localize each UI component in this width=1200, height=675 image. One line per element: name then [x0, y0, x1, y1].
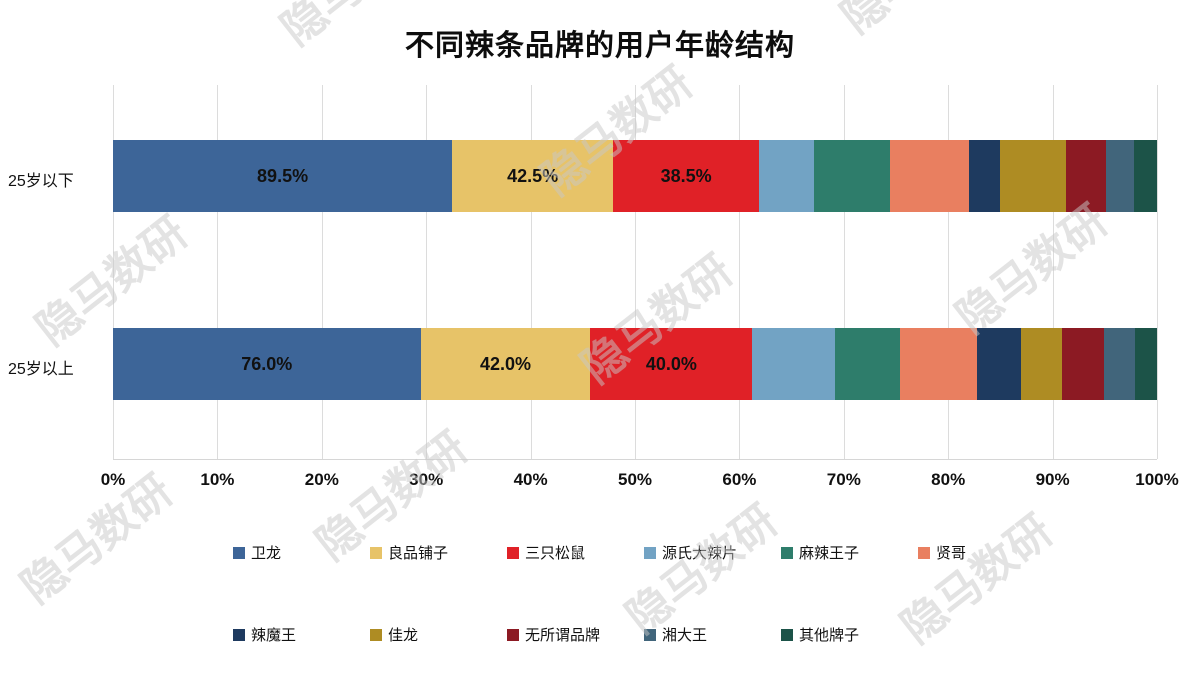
legend-item: 辣魔王 — [233, 624, 370, 645]
data-label: 42.5% — [507, 165, 559, 186]
x-tick-label: 70% — [826, 470, 861, 489]
bar-segment: 76.0% — [113, 328, 421, 400]
x-tick-label: 50% — [617, 470, 653, 489]
legend-label: 良品铺子 — [388, 545, 449, 562]
bar-segment — [759, 140, 815, 212]
legend-swatch — [370, 628, 382, 641]
chart-title: 不同辣条品牌的用户年龄结构 — [404, 30, 795, 62]
bar-segment — [1134, 140, 1157, 212]
x-tick-label: 90% — [1035, 470, 1070, 489]
legend-label: 三只松鼠 — [525, 545, 586, 562]
bar-segment — [1104, 328, 1135, 400]
x-tick-label: 30% — [409, 470, 444, 489]
legend-item: 良品铺子 — [370, 542, 507, 563]
legend-item: 无所谓品牌 — [507, 624, 644, 645]
gridline — [635, 85, 636, 459]
bar-segment — [900, 328, 977, 400]
gridline — [739, 85, 741, 459]
legend-label: 卫龙 — [251, 545, 282, 562]
x-tick-label: 80% — [931, 470, 966, 489]
bar-segment: 40.0% — [590, 328, 753, 400]
x-tick-label: 0% — [100, 470, 126, 489]
legend-item: 湘大王 — [644, 624, 781, 645]
legend-item: 卫龙 — [233, 542, 370, 563]
data-label: 40.0% — [645, 353, 697, 374]
legend-item: 三只松鼠 — [507, 542, 644, 563]
bar-segment — [1134, 328, 1157, 400]
data-label: 89.5% — [257, 165, 309, 186]
gridline — [1052, 85, 1054, 459]
bar-over-25: 76.0% 42.0% 40.0% — [113, 328, 1157, 400]
x-tick-label: 60% — [722, 470, 757, 489]
bar-segment — [1066, 140, 1106, 212]
gridline — [843, 85, 845, 459]
bar-segment: 38.5% — [613, 140, 760, 212]
x-axis: 0% 10% 20% 30% 40% 50% 60% 70% 80% 90% 100% — [101, 470, 1179, 496]
gridline — [1157, 85, 1158, 459]
legend-row-1: 卫龙 良品铺子 三只松鼠 源氏大辣片 麻辣王子 贤哥 — [233, 542, 1055, 563]
legend-swatch — [233, 628, 245, 641]
bar-segment: 42.5% — [452, 140, 614, 212]
category-label-over-25: 25岁以上 — [8, 361, 74, 378]
bar-segment — [1021, 328, 1062, 400]
legend-item: 源氏大辣片 — [644, 542, 781, 563]
legend-item: 贤哥 — [918, 542, 1055, 563]
legend-label: 源氏大辣片 — [662, 545, 738, 562]
legend-label: 其他牌子 — [799, 627, 860, 644]
data-label: 42.0% — [479, 353, 532, 374]
legend-swatch — [507, 546, 519, 559]
legend-swatch — [918, 546, 930, 559]
bar-under-25: 89.5% 42.5% 38.5% — [113, 140, 1157, 212]
legend-item: 佳龙 — [370, 624, 507, 645]
gridline — [426, 85, 428, 459]
gridline — [217, 85, 219, 459]
legend-swatch — [233, 546, 245, 559]
x-tick-label: 40% — [513, 470, 548, 489]
x-tick-label: 10% — [200, 470, 235, 489]
watermark: 隐马数研 — [617, 495, 787, 643]
legend-label: 麻辣王子 — [799, 545, 860, 562]
bar-segment — [1061, 328, 1105, 400]
legend-item: 其他牌子 — [781, 624, 918, 645]
bar-segment — [999, 140, 1067, 212]
legend-swatch — [781, 628, 793, 641]
legend-label: 贤哥 — [936, 545, 967, 562]
bar-segment — [976, 328, 1022, 400]
gridlines — [113, 85, 1158, 459]
legend-label: 无所谓品牌 — [525, 627, 601, 644]
bar-segment — [889, 140, 970, 212]
data-label: 38.5% — [660, 165, 712, 186]
legend-item: 麻辣王子 — [781, 542, 918, 563]
legend-label: 辣魔王 — [251, 627, 297, 644]
plot-area: 89.5% 42.5% 38.5% 76.0% 42.0% 40.0% — [113, 85, 1158, 460]
bar-segment — [969, 140, 1000, 212]
legend-swatch — [370, 546, 382, 559]
legend-label: 佳龙 — [388, 627, 419, 644]
category-label-under-25: 25岁以下 — [8, 173, 74, 190]
legend-label: 湘大王 — [662, 627, 708, 644]
legend-swatch — [507, 628, 519, 641]
data-label: 76.0% — [241, 353, 293, 374]
legend-swatch — [644, 628, 656, 641]
gridline — [948, 85, 950, 459]
bar-segment: 89.5% — [113, 140, 453, 212]
bar-segment: 42.0% — [420, 328, 591, 400]
legend-swatch — [781, 546, 793, 559]
gridline — [530, 85, 532, 459]
bar-segment — [814, 140, 890, 212]
gridline — [113, 85, 114, 459]
x-tick-label: 100% — [1135, 470, 1179, 489]
legend-row-2: 辣魔王 佳龙 无所谓品牌 湘大王 其他牌子 — [233, 624, 918, 645]
gridline — [321, 85, 323, 459]
bar-segment — [835, 328, 901, 400]
legend-swatch — [644, 546, 656, 559]
x-tick-label: 20% — [304, 470, 339, 489]
bar-segment — [752, 328, 836, 400]
bar-segment — [1105, 140, 1135, 212]
